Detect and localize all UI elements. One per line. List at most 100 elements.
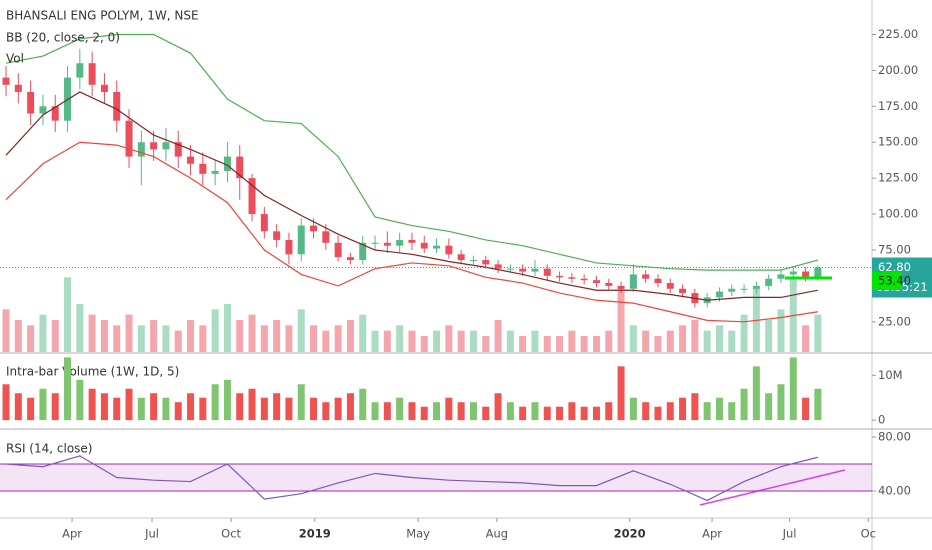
volume-bar — [420, 336, 428, 352]
candle-body — [346, 257, 354, 261]
volume-bar — [285, 325, 293, 352]
y-tick-label: 225.00 — [878, 27, 918, 41]
intrabar-volume-bar — [420, 406, 428, 421]
volume-bar — [174, 330, 182, 352]
volume-bar — [802, 325, 810, 352]
intrabar-volume-bar — [223, 379, 231, 421]
candle-body — [789, 271, 797, 275]
volume-bar — [14, 320, 22, 352]
candle-body — [715, 291, 723, 298]
intrabar-volume-bar — [383, 402, 391, 421]
candle-body — [408, 239, 416, 243]
candle-body — [371, 242, 379, 244]
intrabar-volume-bar — [51, 393, 59, 421]
intrabar-volume-bar — [396, 397, 404, 421]
volume-bar — [728, 330, 736, 352]
volume-bar — [27, 325, 35, 352]
x-tick-label: 2020 — [614, 527, 646, 541]
intrabar-volume-bar — [297, 384, 305, 421]
candle-body — [777, 274, 785, 279]
candle-body — [187, 156, 195, 164]
intrabar-volume-bar — [543, 406, 551, 421]
y-tick-label: 40.00 — [878, 484, 911, 498]
x-tick-label: Aug — [486, 527, 508, 541]
intrabar-volume-bar — [359, 388, 367, 421]
intrabar-volume-bar — [88, 388, 96, 421]
intrabar-volume-bar — [260, 397, 268, 421]
x-tick-label: 2019 — [299, 527, 331, 541]
volume-bar — [383, 330, 391, 352]
intrabar-volume-bar — [334, 397, 342, 421]
candle-body — [285, 239, 293, 255]
candle-body — [666, 283, 674, 289]
candle-body — [310, 225, 318, 232]
candle-body — [39, 106, 47, 114]
volume-bar — [531, 330, 539, 352]
intrabar-volume-bar — [64, 357, 72, 421]
volume-bar — [679, 325, 687, 352]
intrabar-volume-bar — [76, 379, 84, 421]
candle-body — [482, 260, 490, 265]
volume-bar — [592, 336, 600, 352]
volume-bar — [469, 330, 477, 352]
intrabar-label: Intra-bar Volume (1W, 1D, 5) — [6, 365, 179, 379]
volume-bar — [457, 330, 465, 352]
x-tick-label: Apr — [62, 527, 82, 541]
intrabar-volume-bar — [629, 397, 637, 421]
intrabar-volume-bar — [457, 402, 465, 421]
candle-body — [728, 288, 736, 292]
volume-bar — [100, 320, 108, 352]
volume-bar — [629, 325, 637, 352]
intrabar-volume-bar — [740, 388, 748, 421]
rsi-line — [5, 455, 819, 502]
volume-bar — [297, 309, 305, 352]
intrabar-volume-bar — [728, 402, 736, 421]
rsi-trendline — [699, 469, 846, 506]
intrabar-volume-bar — [605, 402, 613, 421]
candle-body — [654, 278, 662, 284]
candle-body — [617, 285, 625, 289]
intrabar-volume-bar — [113, 397, 121, 421]
volume-bar — [814, 314, 822, 352]
candle-body — [125, 120, 133, 157]
intrabar-volume-bar — [506, 402, 514, 421]
volume-bar — [740, 314, 748, 352]
intrabar-volume-bar — [666, 402, 674, 421]
volume-bar — [334, 325, 342, 352]
candle-body — [469, 260, 477, 262]
candle-body — [605, 283, 613, 286]
volume-bar — [715, 325, 723, 352]
intrabar-volume-bar — [580, 406, 588, 421]
candle-body — [248, 178, 256, 215]
candle-body — [100, 84, 108, 92]
volume-bar — [359, 314, 367, 352]
marker-price-box — [872, 272, 902, 291]
intrabar-volume-bar — [236, 393, 244, 421]
candle-body — [113, 91, 121, 121]
volume-bar — [113, 325, 121, 352]
y-tick-label: 25.00 — [878, 314, 911, 328]
volume-bar — [64, 277, 72, 352]
volume-bar — [777, 309, 785, 352]
intrabar-volume-bar — [310, 397, 318, 421]
y-tick-label: 125.00 — [878, 171, 918, 185]
candle-body — [174, 142, 182, 157]
candle-body — [297, 225, 305, 255]
candle-body — [814, 267, 822, 278]
volume-bar — [2, 309, 10, 352]
candle-body — [556, 275, 564, 278]
volume-bar — [371, 330, 379, 352]
y-tick-label: 10M — [878, 368, 903, 382]
intrabar-volume-bar — [715, 397, 723, 421]
volume-label: Vol — [6, 52, 24, 66]
volume-bar — [310, 325, 318, 352]
candle-body — [51, 106, 59, 121]
volume-bar — [223, 304, 231, 352]
volume-bar — [543, 336, 551, 352]
marker-price-label: 53.40 — [878, 274, 911, 288]
volume-bar — [162, 325, 170, 352]
volume-bar — [519, 336, 527, 352]
intrabar-volume-bar — [174, 402, 182, 421]
